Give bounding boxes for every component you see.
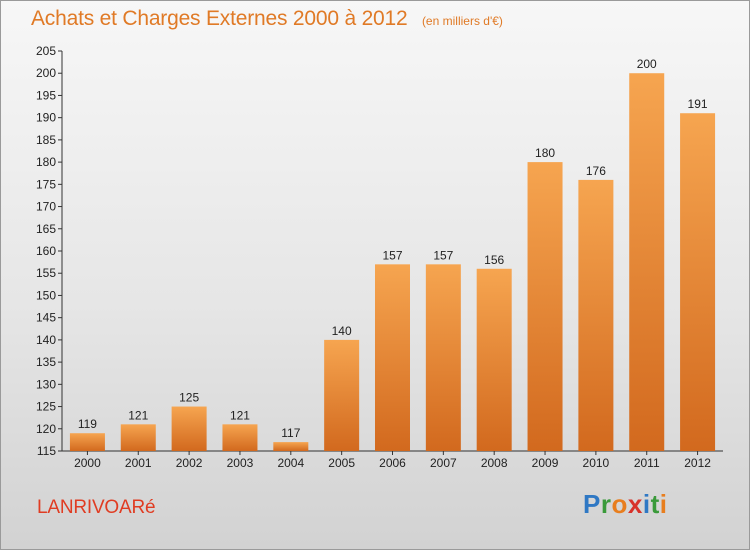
logo-letter: x [627, 489, 643, 519]
y-tick-label: 195 [36, 88, 56, 102]
bar-value-label: 117 [281, 426, 300, 440]
x-tick-label: 2001 [125, 456, 152, 470]
commune-name: LANRIVOARé [37, 497, 156, 518]
bar-value-label: 180 [535, 146, 555, 160]
y-tick-label: 140 [36, 333, 56, 347]
x-tick-label: 2008 [481, 456, 508, 470]
y-tick-label: 145 [36, 311, 56, 325]
bar [69, 433, 105, 451]
y-tick-label: 190 [36, 111, 56, 125]
bar-value-label: 119 [78, 417, 97, 431]
chart-title: Achats et Charges Externes 2000 à 2012 [31, 7, 408, 30]
y-tick-label: 200 [36, 66, 56, 80]
bar [222, 424, 258, 451]
logo-letter: r [600, 489, 612, 519]
y-tick-label: 165 [36, 222, 56, 236]
x-tick-label: 2009 [532, 456, 559, 470]
y-tick-label: 120 [36, 422, 56, 436]
bar [171, 406, 207, 451]
chart-title-row: Achats et Charges Externes 2000 à 2012 (… [31, 7, 503, 31]
y-tick-label: 175 [36, 177, 56, 191]
y-tick-label: 170 [36, 200, 56, 214]
bar-value-label: 121 [128, 408, 148, 422]
bar [375, 264, 410, 451]
bar-value-label: 191 [688, 97, 708, 111]
logo-letter: i [642, 489, 651, 519]
x-tick-label: 2002 [176, 456, 203, 470]
x-tick-label: 2005 [328, 456, 355, 470]
x-tick-label: 2012 [684, 456, 711, 470]
y-tick-label: 125 [36, 400, 56, 414]
bar [629, 73, 665, 451]
bar-value-label: 157 [382, 248, 402, 262]
bar-value-label: 140 [332, 324, 352, 338]
logo-letter: o [611, 489, 628, 519]
chart-unit: (en milliers d'€) [421, 14, 503, 28]
bar [476, 268, 512, 451]
x-tick-label: 2003 [227, 456, 254, 470]
bar [578, 179, 614, 451]
bar [273, 442, 309, 451]
bar [425, 264, 461, 451]
bar-value-label: 125 [179, 391, 199, 405]
y-tick-label: 180 [36, 155, 56, 169]
x-tick-label: 2000 [74, 456, 101, 470]
y-tick-label: 130 [36, 377, 56, 391]
bar [680, 113, 716, 451]
logo-letter: i [659, 489, 668, 519]
x-tick-label: 2006 [379, 456, 406, 470]
y-tick-label: 185 [36, 133, 56, 147]
bar [324, 339, 360, 451]
x-tick-label: 2007 [430, 456, 457, 470]
bar-value-label: 200 [637, 57, 657, 71]
bar-value-label: 157 [433, 248, 453, 262]
y-tick-label: 135 [36, 355, 56, 369]
logo-letter: P [583, 489, 601, 519]
y-tick-label: 150 [36, 288, 56, 302]
x-tick-label: 2004 [277, 456, 304, 470]
x-tick-label: 2010 [583, 456, 610, 470]
logo-letter: t [650, 489, 660, 519]
y-tick-label: 155 [36, 266, 56, 280]
y-tick-label: 205 [36, 44, 56, 58]
bar [120, 424, 156, 451]
x-tick-label: 2011 [634, 456, 660, 470]
bar [527, 162, 563, 451]
proxiti-logo: Proxiti [583, 489, 667, 520]
y-tick-label: 160 [36, 244, 56, 258]
bar-value-label: 156 [484, 253, 504, 267]
bar-value-label: 121 [230, 408, 250, 422]
bar-value-label: 176 [586, 164, 606, 178]
y-tick-label: 115 [37, 444, 56, 458]
